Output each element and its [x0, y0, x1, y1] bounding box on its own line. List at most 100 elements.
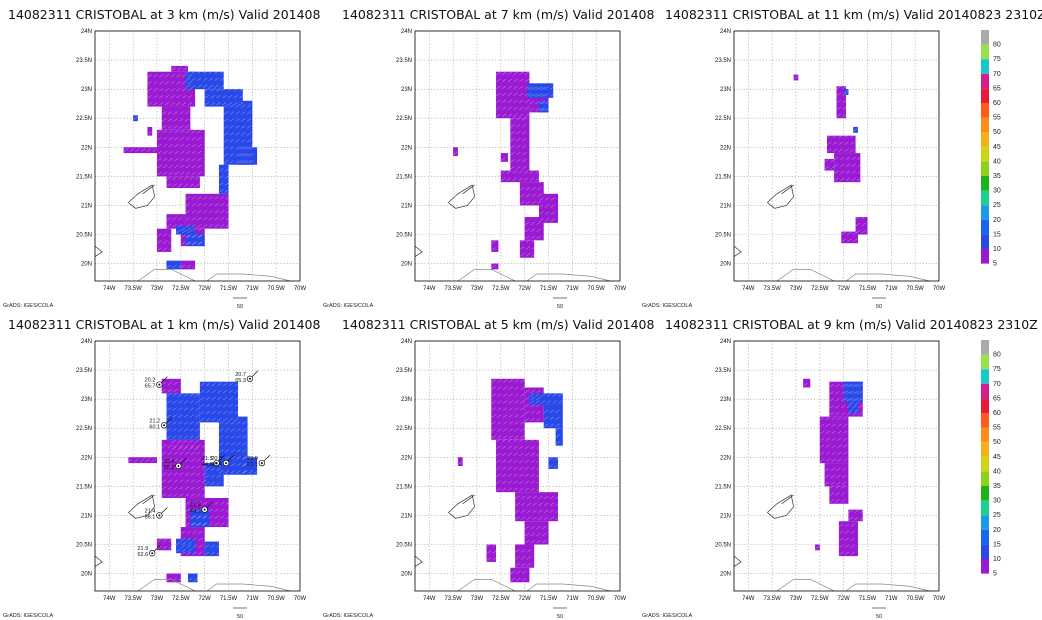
- colorbar-label: 75: [993, 366, 1001, 373]
- station-marker: 21.456.1: [145, 507, 168, 520]
- colorbar-swatch: [981, 44, 989, 60]
- wind-barb: [229, 125, 234, 129]
- wind-barb: [835, 485, 840, 489]
- x-tick-label: 72W: [837, 286, 850, 292]
- wind-barb: [850, 551, 855, 555]
- colorbar-label: 80: [993, 352, 1001, 359]
- wind-barb: [223, 132, 229, 136]
- wind-barb: [544, 100, 550, 105]
- grads-credit: GrADS: IGES/COLA: [642, 613, 692, 619]
- wind-barb: [197, 241, 202, 245]
- wind-barb: [832, 148, 838, 152]
- y-tick-label: 20.5N: [76, 542, 92, 548]
- wind-barb: [549, 502, 554, 506]
- wind-barb: [214, 515, 219, 519]
- wind-barb: [529, 86, 534, 91]
- wind-barb: [508, 407, 513, 411]
- wind-barb: [200, 403, 205, 408]
- wind-barb: [513, 452, 518, 456]
- wind-barb: [192, 551, 197, 555]
- x-tick-label: 71W: [246, 286, 259, 292]
- wind-barb: [507, 445, 513, 450]
- wind-barb: [849, 383, 854, 387]
- wind-barb: [211, 389, 216, 394]
- wind-barb: [829, 412, 834, 416]
- wind-barb: [224, 175, 230, 179]
- wind-cell: [453, 147, 458, 156]
- wind-barb: [549, 509, 554, 513]
- colorbar-label: 25: [993, 512, 1001, 519]
- wind-barb: [526, 495, 532, 500]
- wind-barb: [242, 428, 247, 432]
- y-tick-label: 20.5N: [715, 232, 731, 238]
- wind-barb: [537, 200, 542, 205]
- wind-barb: [147, 81, 152, 85]
- wind-barb: [502, 78, 507, 83]
- wind-barb: [851, 156, 856, 160]
- wind-barb: [842, 106, 847, 110]
- wind-barb: [491, 264, 496, 269]
- wind-barb: [225, 522, 231, 526]
- wind-barb: [492, 550, 497, 554]
- colorbar-label: 55: [993, 115, 1001, 122]
- x-tick-label: 73W: [471, 286, 484, 292]
- wind-cell: [176, 538, 196, 554]
- colorbar-swatch: [981, 471, 989, 486]
- wind-barb: [177, 439, 182, 444]
- x-tick-label: 72W: [198, 596, 211, 602]
- wind-barb: [219, 463, 224, 467]
- wind-barb: [228, 417, 234, 422]
- wind-barb: [502, 428, 508, 432]
- wind-barb: [841, 474, 847, 479]
- wind-barb: [166, 217, 172, 221]
- hispaniola-coast: [526, 583, 611, 592]
- wind-barb: [210, 467, 215, 472]
- wind-barb: [502, 85, 507, 90]
- wind-barb: [532, 509, 537, 513]
- coastline: [94, 184, 291, 282]
- wind-barb: [202, 70, 208, 74]
- wind-barb: [502, 113, 507, 117]
- wind-barb: [162, 143, 168, 148]
- wind-barb: [167, 479, 172, 483]
- wind-barb: [549, 416, 554, 420]
- wind-barb: [507, 473, 513, 477]
- wind-barb: [216, 88, 221, 92]
- wind-barb: [173, 458, 178, 462]
- wind-barb: [825, 423, 831, 427]
- colorbar-swatch: [981, 442, 989, 457]
- wind-barb: [529, 177, 534, 181]
- wind-barb: [179, 125, 184, 129]
- wind-barb: [544, 86, 549, 90]
- wind-barb: [535, 177, 540, 181]
- colorbar-label: 30: [993, 498, 1001, 505]
- x-tick-label: 72W: [518, 286, 531, 292]
- wind-barb: [190, 522, 195, 526]
- y-tick-label: 24N: [81, 29, 92, 35]
- wind-barb: [197, 210, 202, 214]
- wind-barb: [241, 153, 246, 157]
- wind-barb: [181, 537, 186, 541]
- y-tick-label: 22.5N: [396, 426, 412, 432]
- wind-barb: [235, 139, 240, 143]
- coast-outline: [414, 555, 423, 567]
- wind-barb: [840, 177, 845, 181]
- hispaniola-coast: [845, 273, 930, 282]
- wind-barb: [191, 77, 196, 81]
- wind-barb: [224, 182, 230, 186]
- y-tick-label: 23.5N: [715, 58, 731, 64]
- wind-barb: [229, 153, 234, 157]
- wind-barb: [164, 95, 170, 99]
- wind-cell: [166, 176, 200, 188]
- wind-barb: [222, 88, 227, 92]
- wind-barb: [211, 396, 216, 401]
- wind-barb: [507, 480, 513, 484]
- wind-barb: [458, 461, 463, 465]
- wind-barb: [219, 421, 224, 425]
- wind-barb: [236, 449, 241, 453]
- wind-barb: [836, 106, 842, 110]
- wind-barb: [541, 400, 546, 404]
- wind-barb: [202, 522, 207, 526]
- wind-barb: [521, 549, 526, 553]
- wind-barb: [166, 435, 172, 439]
